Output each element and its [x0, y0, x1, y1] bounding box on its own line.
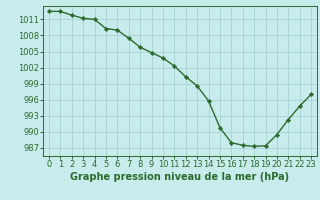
X-axis label: Graphe pression niveau de la mer (hPa): Graphe pression niveau de la mer (hPa): [70, 172, 290, 182]
